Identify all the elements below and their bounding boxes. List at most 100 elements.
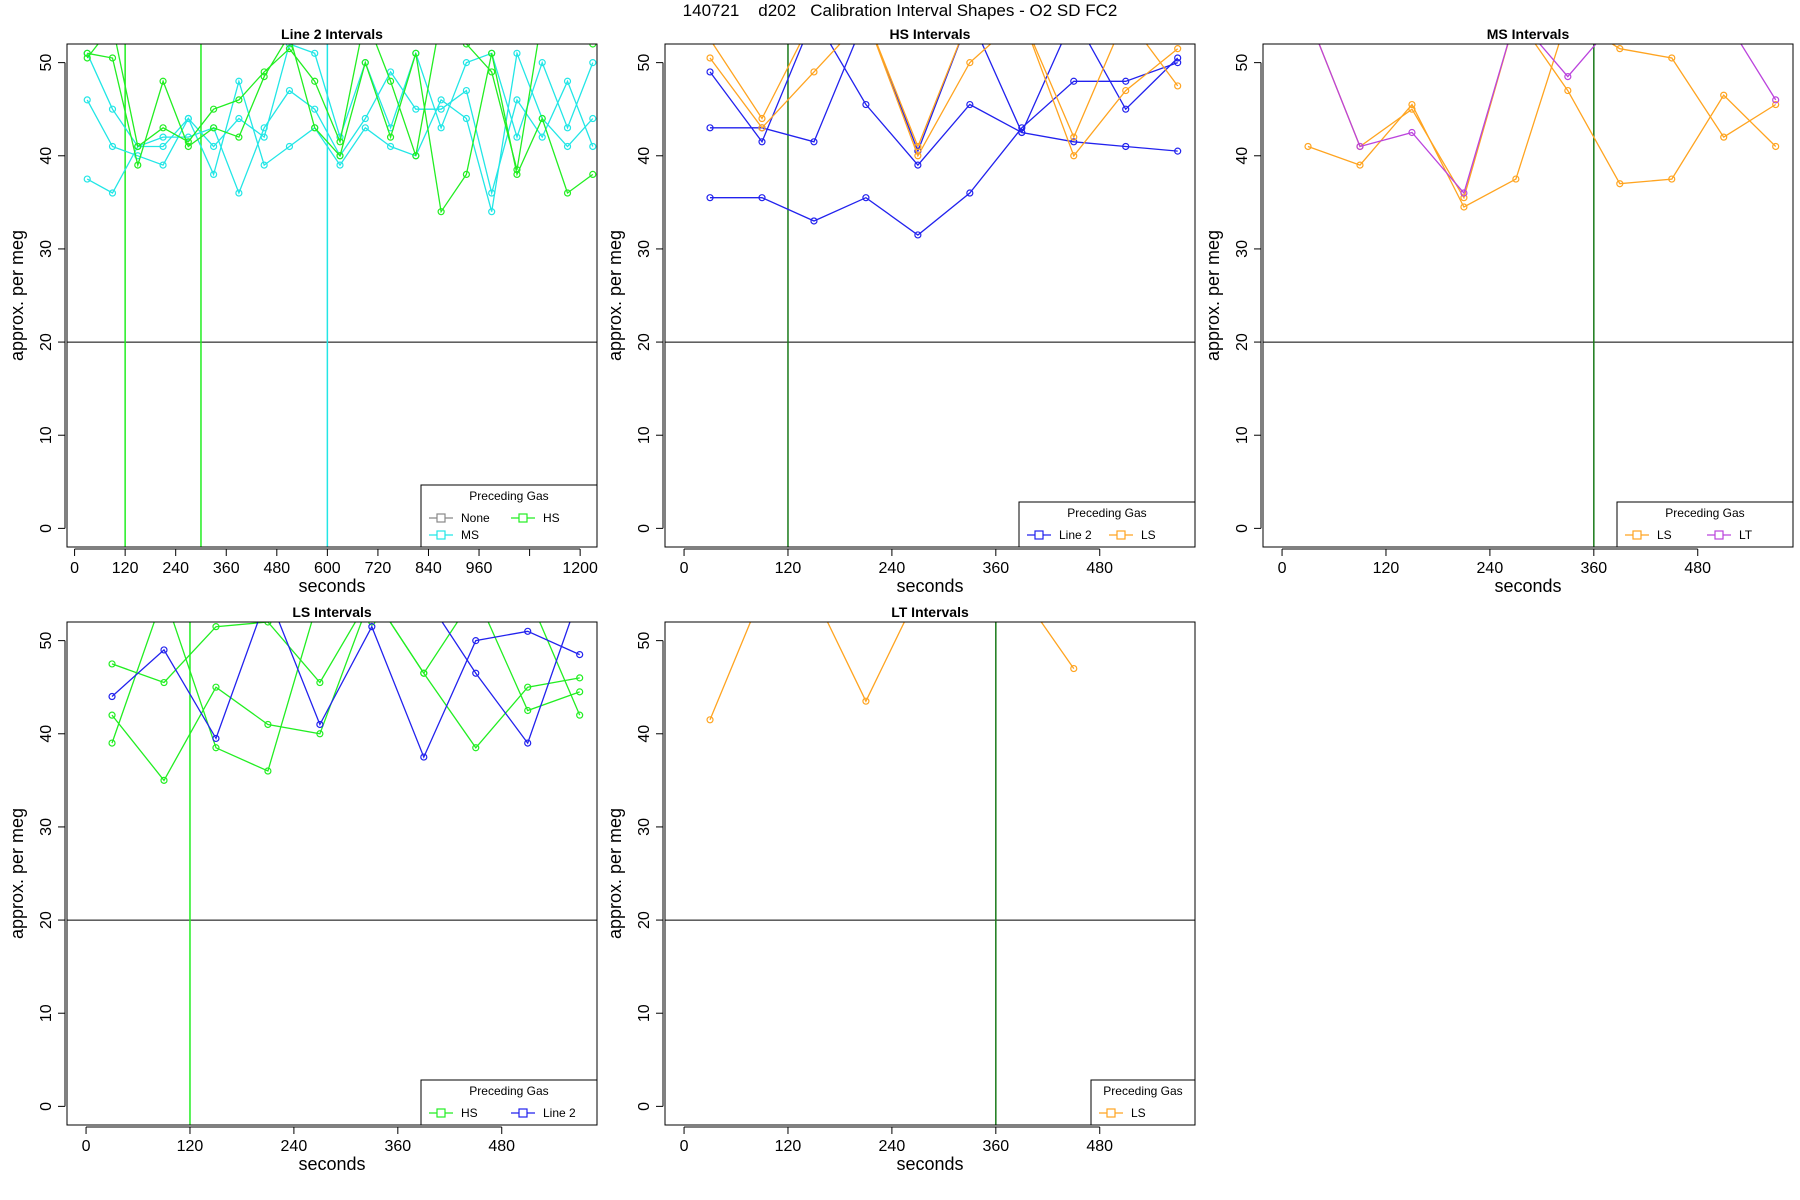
data-point: [1304, 142, 1312, 151]
data-point: [1174, 59, 1182, 67]
data-point: [264, 767, 272, 775]
data-point: [1772, 96, 1780, 104]
data-point: [134, 142, 142, 151]
x-tick-label: 360: [982, 560, 1009, 577]
legend-title: Preceding Gas: [469, 489, 548, 503]
legend-title: Preceding Gas: [1103, 1084, 1182, 1098]
data-point: [1122, 86, 1130, 95]
data-point: [108, 692, 116, 701]
legend-label: Line 2: [1059, 528, 1092, 542]
series-line: [111, 622, 580, 782]
data-point: [108, 739, 116, 747]
legend-label: Line 2: [543, 1106, 576, 1120]
series-line: [111, 622, 581, 772]
panel-title: MS Intervals: [1487, 26, 1570, 42]
data-point: [577, 591, 583, 597]
series-line: [86, 44, 593, 170]
data-point: [513, 170, 521, 179]
x-tick-label: 120: [775, 560, 802, 577]
y-axis-label: approx. per meg: [605, 230, 625, 361]
data-point: [589, 170, 597, 179]
data-point: [1616, 180, 1624, 188]
data-point: [863, 13, 869, 19]
data-point: [235, 189, 243, 197]
data-point: [967, 591, 973, 597]
data-point: [421, 591, 427, 597]
data-point: [260, 133, 268, 141]
data-point: [967, 13, 973, 19]
data-point: [159, 133, 167, 141]
data-point: [473, 591, 479, 597]
data-point: [1721, 13, 1727, 19]
data-point: [285, 44, 294, 48]
x-tick-label: 480: [488, 1138, 515, 1155]
x-tick-label: 240: [1477, 560, 1504, 577]
y-tick-label: 0: [38, 524, 55, 533]
data-point: [386, 142, 395, 151]
data-point: [462, 59, 470, 67]
data-point: [160, 776, 168, 784]
data-point: [134, 161, 142, 169]
y-tick-label: 10: [1234, 426, 1251, 444]
data-point: [1617, 13, 1623, 19]
data-point: [1772, 142, 1780, 151]
x-tick-label: 720: [365, 560, 392, 577]
y-tick-label: 50: [38, 632, 55, 650]
data-point: [160, 678, 168, 687]
data-point: [108, 711, 116, 719]
y-tick-label: 20: [636, 911, 653, 929]
data-point: [1174, 147, 1182, 155]
x-tick-label: 360: [982, 1138, 1009, 1155]
panel-title: Line 2 Intervals: [281, 26, 383, 42]
legend: Preceding Gas LS LT: [1616, 501, 1794, 548]
data-point: [1513, 13, 1519, 19]
data-point: [1669, 13, 1675, 19]
legend-label: LS: [1141, 528, 1156, 542]
data-point: [316, 730, 324, 738]
data-point: [437, 96, 445, 104]
x-tick-label: 360: [384, 1138, 411, 1155]
data-point: [1174, 45, 1182, 53]
y-tick-label: 0: [38, 1102, 55, 1111]
data-point: [1071, 13, 1077, 19]
legend-label: HS: [461, 1106, 478, 1120]
data-point: [563, 77, 572, 85]
data-point: [83, 96, 91, 104]
data-point: [863, 13, 869, 19]
x-tick-label: 240: [162, 560, 189, 577]
series-line: [709, 44, 1179, 158]
x-tick-label: 240: [879, 1138, 906, 1155]
y-tick-label: 40: [636, 147, 653, 165]
series-line: [710, 44, 1178, 153]
legend-swatch-marker: [436, 530, 446, 540]
data-point: [706, 68, 714, 76]
x-tick-label: 120: [112, 560, 139, 577]
data-point: [1070, 77, 1078, 85]
data-point: [437, 105, 445, 113]
data-point: [285, 142, 294, 151]
plot-frame: [664, 43, 1196, 548]
series-line: [709, 44, 1179, 167]
data-point: [108, 142, 117, 151]
data-point: [707, 36, 713, 42]
series-line: [87, 44, 594, 214]
legend-swatch-marker: [1106, 1108, 1116, 1118]
data-point: [539, 13, 545, 19]
y-tick-label: 20: [38, 911, 55, 929]
data-point: [513, 49, 521, 57]
y-tick-label: 0: [636, 524, 653, 533]
data-point: [1720, 91, 1728, 99]
data-point: [706, 194, 714, 202]
data-point: [1070, 152, 1078, 160]
data-point: [311, 49, 319, 57]
data-point: [1174, 82, 1182, 90]
data-point: [316, 720, 324, 729]
data-point: [1019, 13, 1025, 19]
legend-box: [420, 1079, 598, 1126]
data-point: [565, 32, 571, 38]
y-tick-label: 10: [38, 426, 55, 444]
x-tick-label: 600: [314, 560, 341, 577]
data-point: [184, 142, 192, 151]
x-tick-label: 480: [1086, 1138, 1113, 1155]
